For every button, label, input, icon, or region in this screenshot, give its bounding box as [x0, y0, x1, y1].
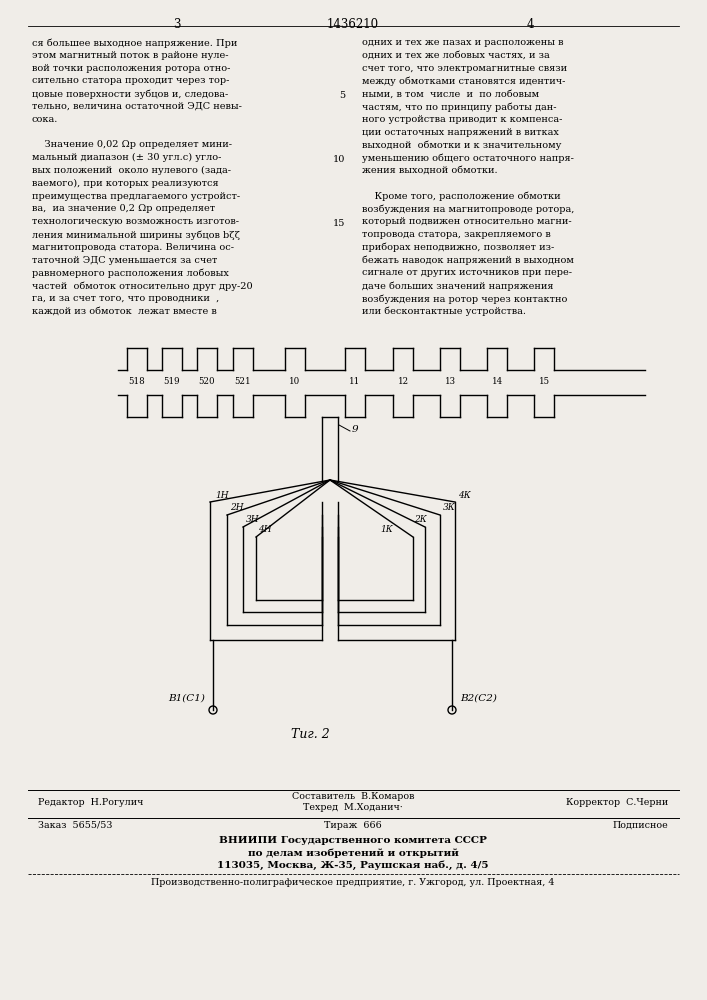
Text: бежать наводок напряжений в выходном: бежать наводок напряжений в выходном	[362, 256, 574, 265]
Text: этом магнитный поток в районе нуле-: этом магнитный поток в районе нуле-	[32, 51, 228, 60]
Text: га, и за счет того, что проводники  ,: га, и за счет того, что проводники ,	[32, 294, 219, 303]
Text: ваемого), при которых реализуются: ваемого), при которых реализуются	[32, 179, 218, 188]
Text: даче больших значений напряжения: даче больших значений напряжения	[362, 281, 554, 291]
Text: уменьшению общего остаточного напря-: уменьшению общего остаточного напря-	[362, 153, 574, 163]
Text: 9: 9	[352, 424, 358, 434]
Text: В2(С2): В2(С2)	[460, 694, 497, 702]
Text: 518: 518	[129, 376, 146, 385]
Text: 3Н: 3Н	[246, 516, 259, 524]
Text: ными, в том  числе  и  по лобовым: ными, в том числе и по лобовым	[362, 89, 539, 98]
Text: одних и тех же лобовых частях, и за: одних и тех же лобовых частях, и за	[362, 51, 550, 60]
Text: Подписное: Подписное	[612, 821, 668, 830]
Text: преимущества предлагаемого устройст-: преимущества предлагаемого устройст-	[32, 192, 240, 201]
Text: 1Н: 1Н	[215, 490, 228, 499]
Text: приборах неподвижно, позволяет из-: приборах неподвижно, позволяет из-	[362, 243, 554, 252]
Text: цовые поверхности зубцов и, следова-: цовые поверхности зубцов и, следова-	[32, 89, 228, 99]
Text: сительно статора проходит через тор-: сительно статора проходит через тор-	[32, 76, 229, 85]
Text: или бесконтактные устройства.: или бесконтактные устройства.	[362, 307, 526, 316]
Text: 520: 520	[199, 376, 216, 385]
Text: 5: 5	[339, 91, 345, 100]
Text: Кроме того, расположение обмотки: Кроме того, расположение обмотки	[362, 192, 561, 201]
Text: каждой из обмоток  лежат вместе в: каждой из обмоток лежат вместе в	[32, 307, 217, 316]
Text: ного устройства приводит к компенса-: ного устройства приводит к компенса-	[362, 115, 562, 124]
Text: частей  обмоток относительно друг дру-20: частей обмоток относительно друг дру-20	[32, 281, 252, 291]
Text: 1К: 1К	[380, 526, 393, 534]
Text: возбуждения на магнитопроводе ротора,: возбуждения на магнитопроводе ротора,	[362, 204, 574, 214]
Text: по делам изобретений и открытий: по делам изобретений и открытий	[247, 848, 458, 857]
Text: технологическую возможность изготов-: технологическую возможность изготов-	[32, 217, 239, 226]
Text: ции остаточных напряжений в витках: ции остаточных напряжений в витках	[362, 128, 559, 137]
Text: Τиг. 2: Τиг. 2	[291, 728, 329, 742]
Text: топровода статора, закрепляемого в: топровода статора, закрепляемого в	[362, 230, 551, 239]
Text: ВНИИПИ Государственного комитета СССР: ВНИИПИ Государственного комитета СССР	[219, 836, 487, 845]
Text: 14: 14	[491, 376, 503, 385]
Text: таточной ЭДС уменьшается за счет: таточной ЭДС уменьшается за счет	[32, 256, 217, 265]
Text: 3К: 3К	[443, 504, 456, 512]
Text: между обмотками становятся идентич-: между обмотками становятся идентич-	[362, 76, 566, 86]
Text: вых положений  около нулевого (зада-: вых положений около нулевого (зада-	[32, 166, 231, 175]
Text: вой точки расположения ротора отно-: вой точки расположения ротора отно-	[32, 64, 230, 73]
Text: 10: 10	[289, 376, 300, 385]
Text: 519: 519	[164, 376, 180, 385]
Text: Тираж  666: Тираж 666	[324, 821, 382, 830]
Text: 4К: 4К	[458, 490, 471, 499]
Text: 10: 10	[332, 155, 345, 164]
Text: Заказ  5655/53: Заказ 5655/53	[38, 821, 112, 830]
Text: 11: 11	[349, 376, 361, 385]
Text: частям, что по принципу работы дан-: частям, что по принципу работы дан-	[362, 102, 556, 111]
Text: ления минимальной ширины зубцов bζζ: ления минимальной ширины зубцов bζζ	[32, 230, 240, 239]
Text: ва,  иа значение 0,2 Ωp определяет: ва, иа значение 0,2 Ωp определяет	[32, 204, 215, 213]
Text: одних и тех же пазах и расположены в: одних и тех же пазах и расположены в	[362, 38, 563, 47]
Text: 2К: 2К	[414, 516, 427, 524]
Text: 1436210: 1436210	[327, 18, 379, 31]
Text: сигнале от других источников при пере-: сигнале от других источников при пере-	[362, 268, 572, 277]
Text: Корректор  С.Черни: Корректор С.Черни	[566, 798, 668, 807]
Text: Производственно-полиграфическое предприятие, г. Ужгород, ул. Проектная, 4: Производственно-полиграфическое предприя…	[151, 878, 555, 887]
Text: тельно, величина остаточной ЭДС невы-: тельно, величина остаточной ЭДС невы-	[32, 102, 242, 111]
Text: 13: 13	[445, 376, 455, 385]
Text: который подвижен относительно магни-: который подвижен относительно магни-	[362, 217, 572, 226]
Text: 15: 15	[539, 376, 549, 385]
Text: счет того, что электромагнитные связи: счет того, что электромагнитные связи	[362, 64, 567, 73]
Text: Техред  М.Ходанич·: Техред М.Ходанич·	[303, 803, 403, 812]
Text: 3: 3	[173, 18, 181, 31]
Text: жения выходной обмотки.: жения выходной обмотки.	[362, 166, 498, 175]
Text: ся большее выходное напряжение. При: ся большее выходное напряжение. При	[32, 38, 238, 47]
Text: Значение 0,02 Ωp определяет мини-: Значение 0,02 Ωp определяет мини-	[32, 140, 232, 149]
Text: 4: 4	[526, 18, 534, 31]
Text: Редактор  Н.Рогулич: Редактор Н.Рогулич	[38, 798, 144, 807]
Text: равномерного расположения лобовых: равномерного расположения лобовых	[32, 268, 229, 278]
Text: мальный диапазон (± 30 угл.с) угло-: мальный диапазон (± 30 угл.с) угло-	[32, 153, 221, 162]
Text: В1(С1): В1(С1)	[168, 694, 205, 702]
Text: 4Н: 4Н	[258, 526, 271, 534]
Text: 2Н: 2Н	[230, 504, 244, 512]
Text: 521: 521	[235, 376, 251, 385]
Text: магнитопровода статора. Величина ос-: магнитопровода статора. Величина ос-	[32, 243, 234, 252]
Text: возбуждения на ротор через контактно: возбуждения на ротор через контактно	[362, 294, 568, 304]
Text: 15: 15	[332, 219, 345, 228]
Text: 113035, Москва, Ж-35, Раушская наб., д. 4/5: 113035, Москва, Ж-35, Раушская наб., д. …	[217, 860, 489, 870]
Text: сока.: сока.	[32, 115, 59, 124]
Text: выходной  обмотки и к значительному: выходной обмотки и к значительному	[362, 140, 561, 150]
Text: 12: 12	[397, 376, 409, 385]
Text: Составитель  В.Комаров: Составитель В.Комаров	[292, 792, 414, 801]
